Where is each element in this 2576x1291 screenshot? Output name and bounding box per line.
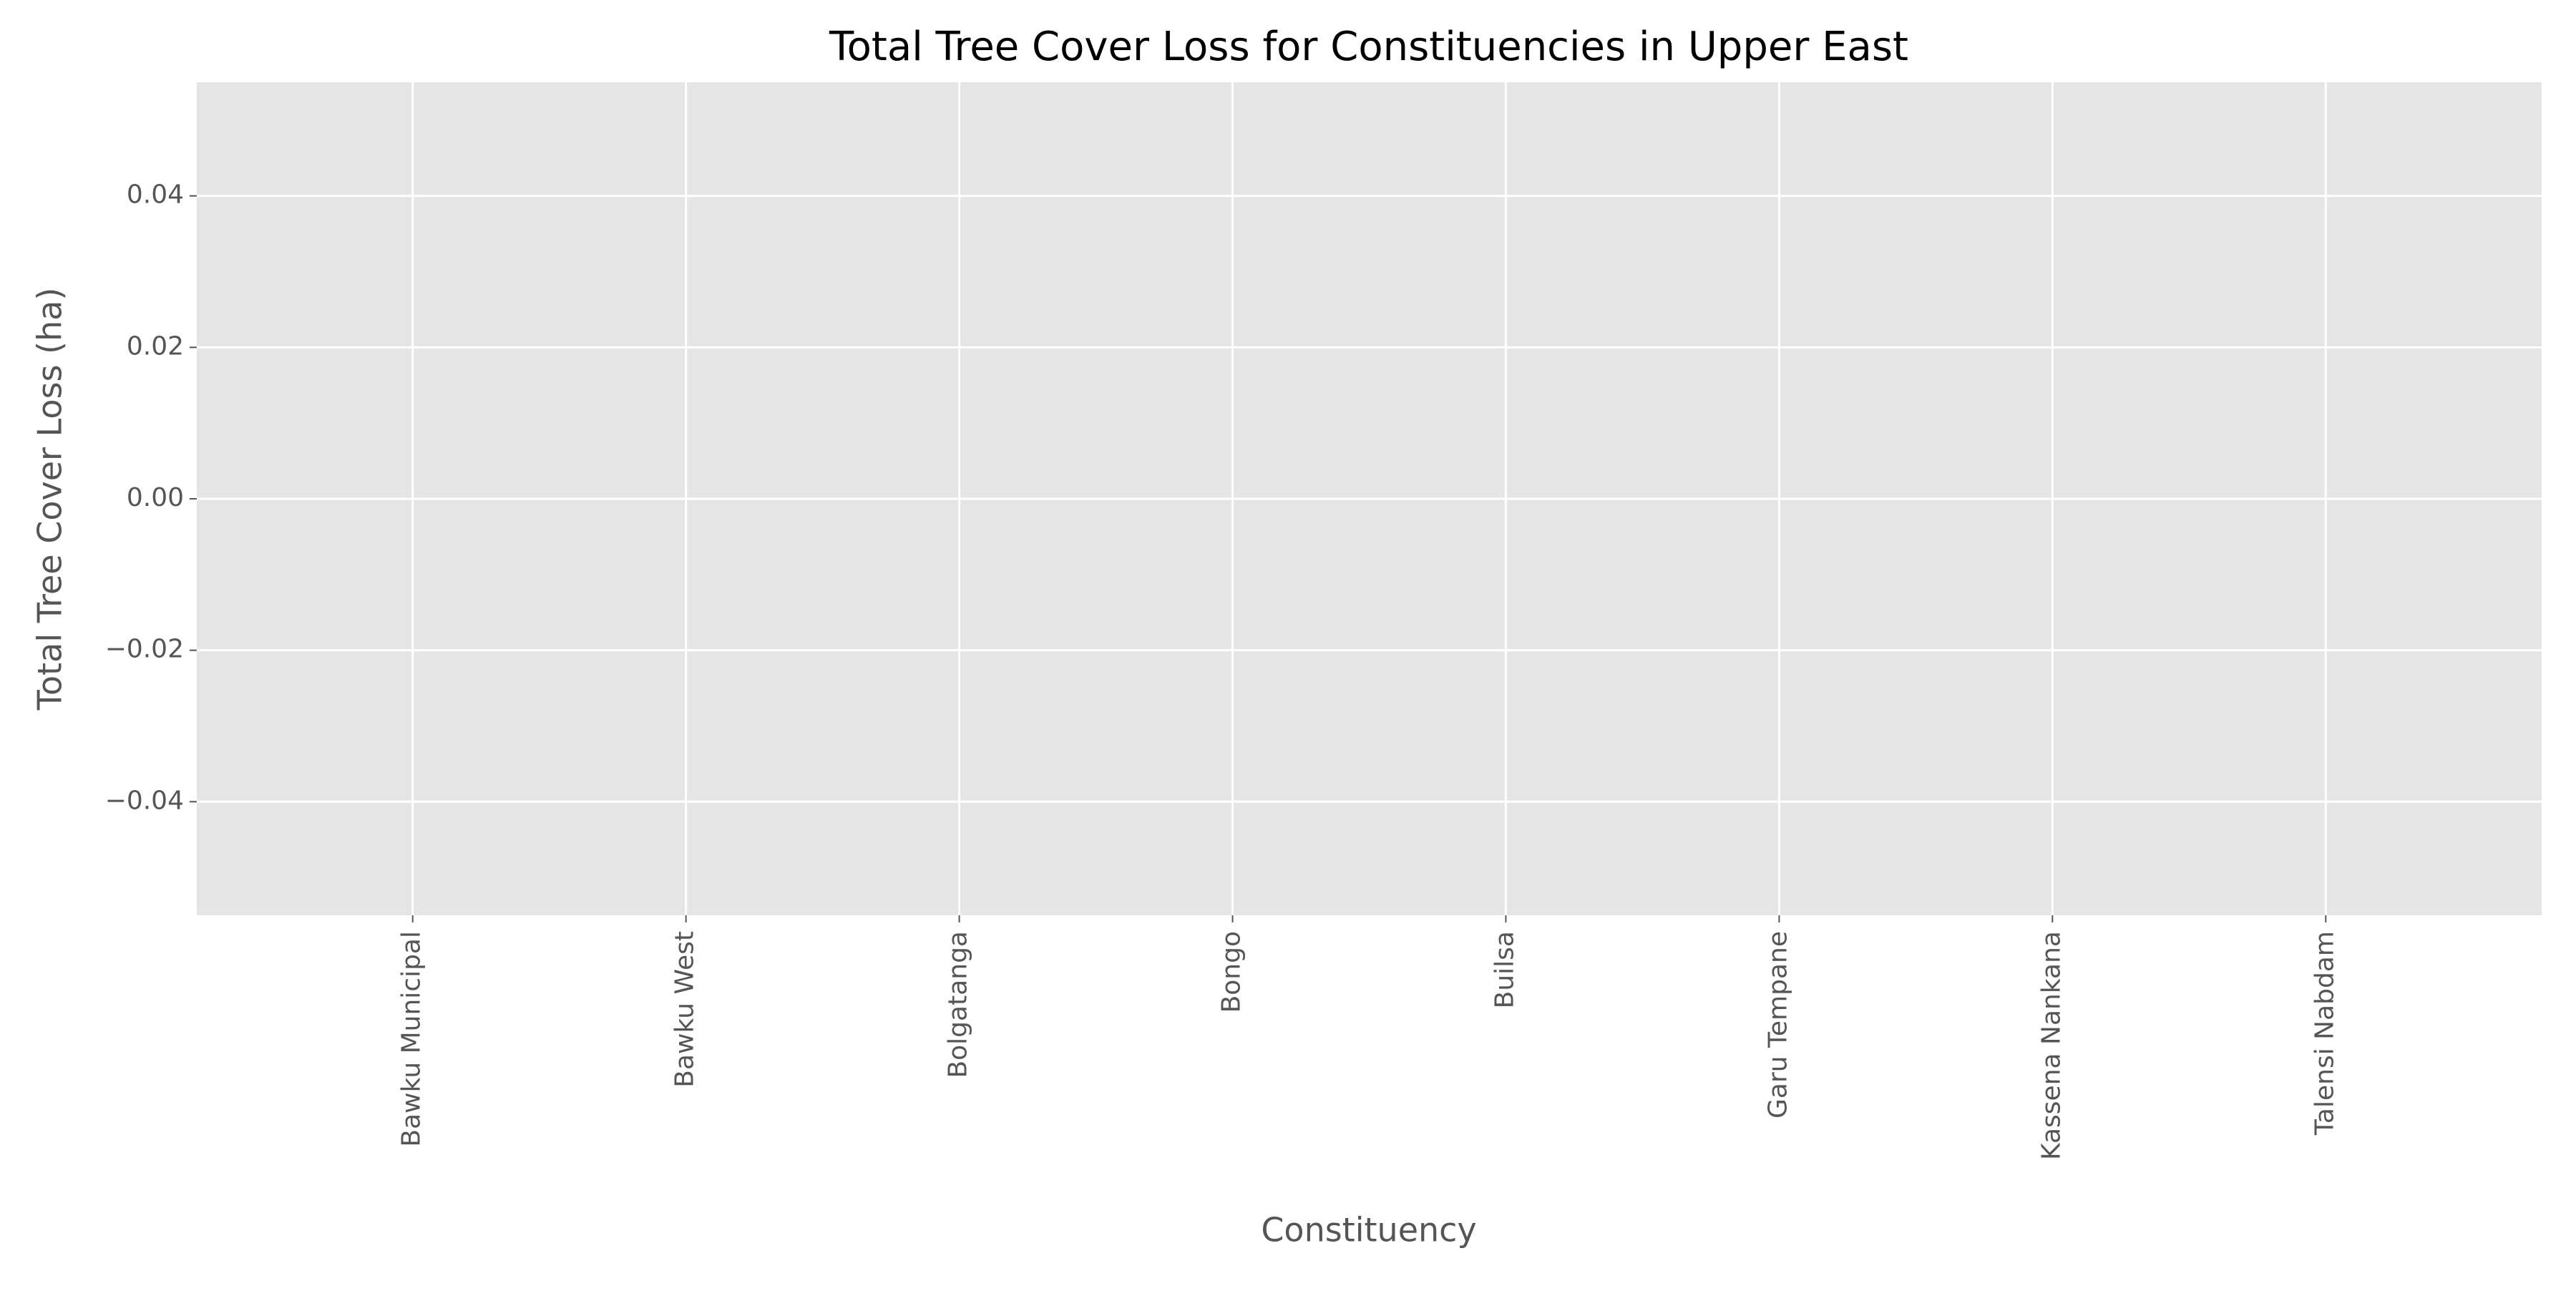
y-tick-label: 0.00 xyxy=(127,483,184,512)
x-tick-label: Bolgatanga xyxy=(944,931,973,1078)
x-axis-label: Constituency xyxy=(1261,1211,1476,1249)
chart-title: Total Tree Cover Loss for Constituencies… xyxy=(829,24,1908,70)
x-tick-label: Builsa xyxy=(1490,931,1519,1008)
y-tick-label: 0.02 xyxy=(127,331,184,361)
x-tick-label: Bongo xyxy=(1217,931,1246,1013)
y-tick-label: 0.04 xyxy=(127,180,184,210)
x-tick-label: Garu Tempane xyxy=(1763,931,1792,1119)
y-tick-label: −0.02 xyxy=(105,635,184,664)
x-tick-label: Bawku West xyxy=(670,931,700,1088)
x-tick-label: Bawku Municipal xyxy=(397,931,426,1147)
y-axis-label: Total Tree Cover Loss (ha) xyxy=(31,288,69,711)
x-tick-label: Talensi Nabdam xyxy=(2310,931,2339,1136)
x-tick-label: Kassena Nankana xyxy=(2036,931,2066,1160)
y-tick-label: −0.04 xyxy=(105,786,184,815)
